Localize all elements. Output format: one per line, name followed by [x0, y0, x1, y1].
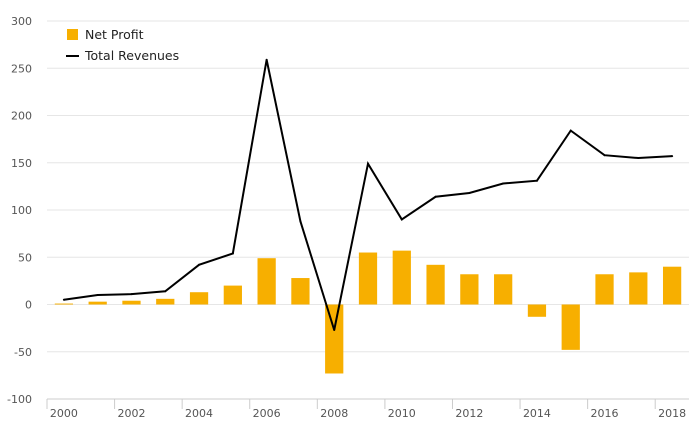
x-tick-label: 2008	[320, 407, 348, 420]
x-tick-label: 2006	[253, 407, 281, 420]
net-profit-bar	[189, 292, 209, 305]
y-tick-label: 0	[25, 299, 32, 312]
net-profit-bar	[122, 300, 141, 305]
total-revenues-point	[130, 293, 133, 296]
grid-lines	[47, 20, 689, 400]
legend-label-net-profit: Net Profit	[85, 27, 144, 42]
y-tick-label: 300	[11, 15, 32, 28]
y-tick-label: 250	[11, 62, 32, 75]
total-revenues-line-layer	[62, 58, 674, 332]
net-profit-bar	[88, 301, 107, 305]
total-revenues-point	[569, 129, 572, 132]
total-revenues-point	[434, 195, 437, 198]
total-revenues-point	[164, 290, 167, 293]
net-profit-bar	[325, 304, 344, 374]
total-revenues-point	[502, 182, 505, 185]
total-revenues-point	[333, 329, 336, 332]
net-profit-bar	[156, 298, 175, 305]
y-tick-label: 100	[11, 204, 32, 217]
axes: 300 250 200 150 100 50 0 -50 -100 2000 2002 2004 200…	[7, 15, 689, 420]
net-profit-bar	[494, 274, 513, 305]
net-profit-bar	[426, 264, 445, 305]
y-tick-label: 50	[18, 251, 32, 264]
total-revenues-point	[299, 220, 302, 223]
total-revenues-point	[535, 179, 538, 182]
total-revenues-point	[603, 154, 606, 157]
x-tick-label: 2004	[185, 407, 213, 420]
x-tick-label: 2014	[523, 407, 551, 420]
x-tick-label: 2012	[455, 407, 483, 420]
y-tick-label: 150	[11, 157, 32, 170]
total-revenues-point	[468, 191, 471, 194]
net-profit-bars	[54, 250, 682, 374]
total-revenues-point	[265, 58, 268, 61]
x-tick-label: 2016	[591, 407, 619, 420]
net-profit-bar	[54, 303, 74, 305]
net-profit-bar	[662, 266, 682, 305]
net-profit-bar	[561, 304, 580, 350]
total-revenues-point	[671, 155, 674, 158]
x-tick-label: 2010	[388, 407, 416, 420]
total-revenues-point	[62, 298, 65, 301]
total-revenues-point	[367, 162, 369, 165]
net-profit-bar	[392, 250, 411, 305]
y-tick-label: 200	[11, 110, 32, 123]
x-tick-label: 2018	[658, 407, 686, 420]
total-revenues-point	[231, 252, 234, 255]
total-revenues-point	[400, 218, 403, 221]
net-profit-bar	[595, 274, 614, 305]
net-profit-bar	[527, 304, 547, 317]
net-profit-bar	[358, 252, 378, 305]
total-revenues-point	[637, 157, 640, 160]
legend: Net Profit Total Revenues	[66, 27, 179, 63]
net-profit-bar	[223, 285, 242, 305]
total-revenues-point	[96, 294, 99, 297]
legend-swatch-net-profit	[67, 29, 78, 40]
legend-label-total-revenues: Total Revenues	[84, 48, 179, 63]
net-profit-bar	[291, 278, 310, 305]
x-tick-label: 2000	[50, 407, 78, 420]
net-profit-bar	[629, 272, 648, 305]
net-profit-bar	[257, 258, 276, 305]
net-profit-bar	[460, 274, 479, 305]
x-tick-label: 2002	[117, 407, 145, 420]
y-tick-label: -50	[14, 346, 32, 359]
y-tick-label: -100	[7, 393, 32, 406]
total-revenues-point	[198, 263, 201, 266]
